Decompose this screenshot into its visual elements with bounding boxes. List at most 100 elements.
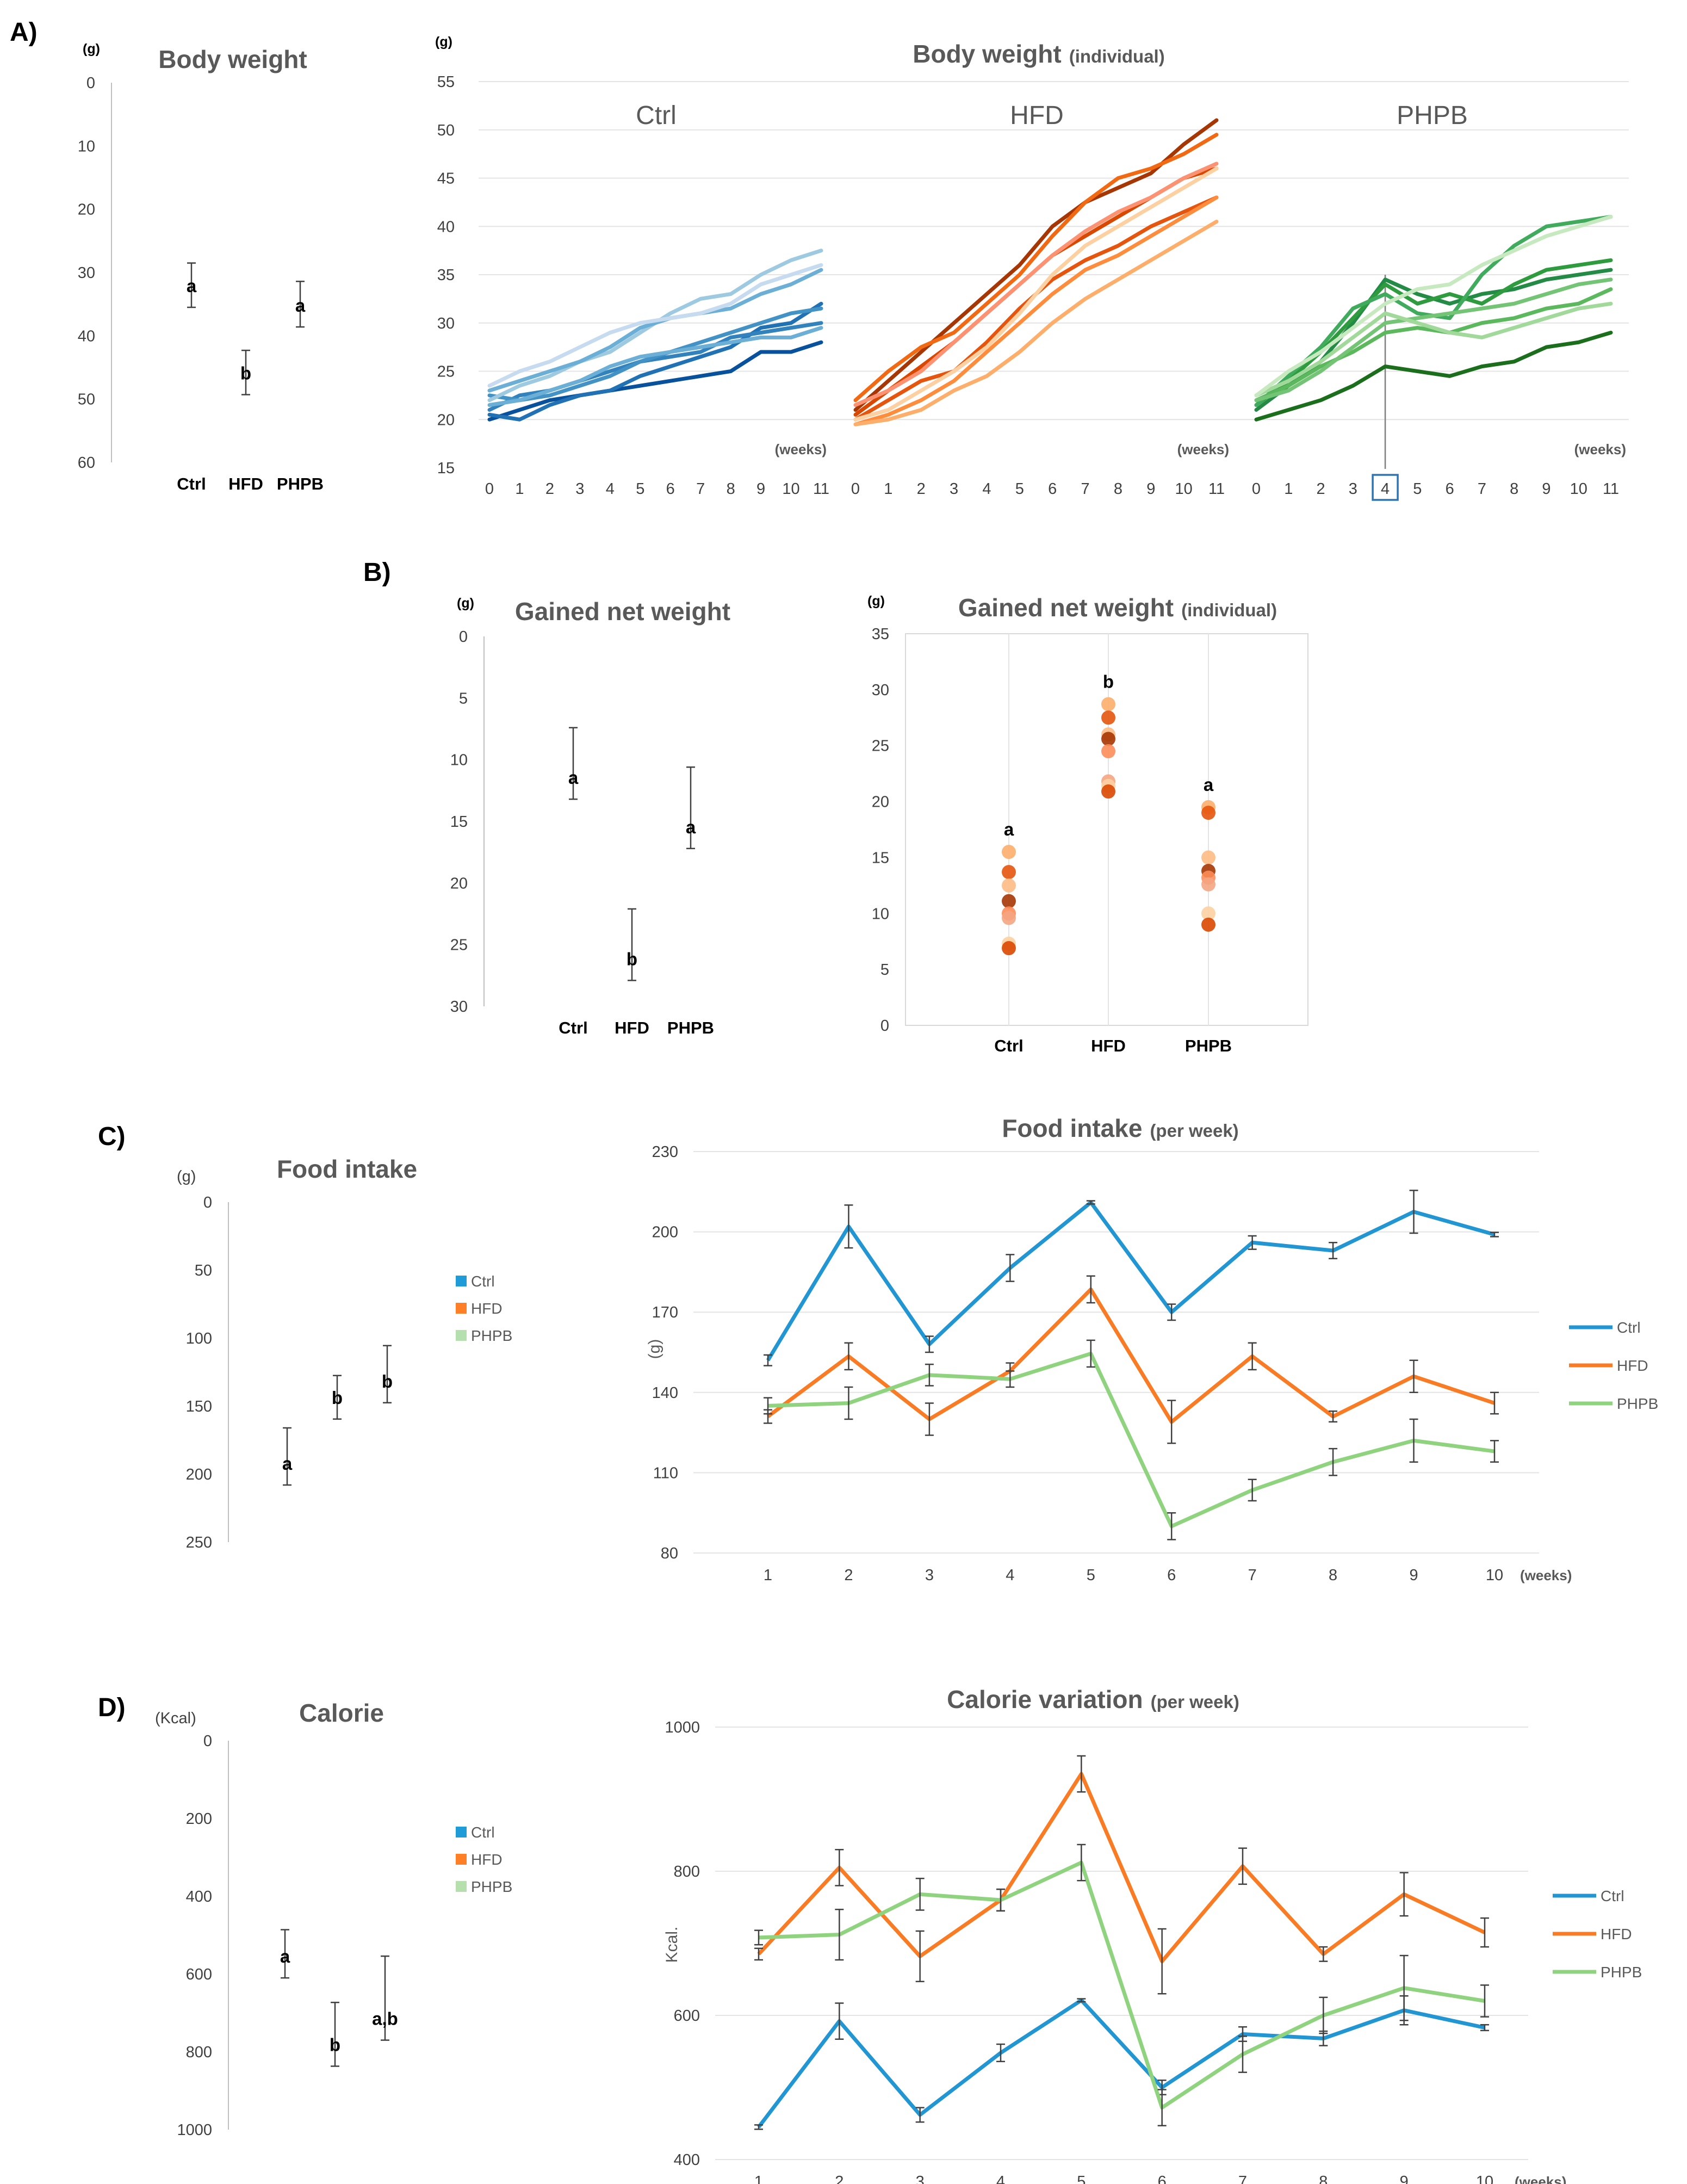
- y-tick-label: 40: [78, 327, 95, 345]
- y-tick-label: 15: [872, 849, 889, 867]
- legend-label-ctrl: Ctrl: [471, 1824, 495, 1841]
- data-point-phpb: [1201, 906, 1215, 921]
- x-tick-label: 10: [1570, 480, 1587, 498]
- panel-ctrl: Ctrl (weeks) 0 1 2 3 4 5 6 7 8 9 10 11: [485, 101, 829, 498]
- x-axis-label: (weeks): [1574, 441, 1626, 457]
- y-tick-label: 30: [78, 264, 95, 282]
- chart-title-suffix: (per week): [1151, 1692, 1239, 1712]
- y-tick-label: 45: [437, 170, 455, 188]
- x-tick-label: 4: [1381, 480, 1390, 498]
- data-point-phpb: [1201, 917, 1215, 932]
- legend-label-phpb: PHPB: [471, 1327, 512, 1344]
- x-tick-label: 8: [1319, 2173, 1328, 2184]
- x-tick-label: 7: [1478, 480, 1486, 498]
- significance-label: b: [240, 363, 251, 383]
- y-tick-label: 1000: [665, 1719, 700, 1736]
- y-unit-label: (g): [435, 34, 452, 50]
- chart-title: Body weight: [158, 45, 307, 73]
- y-tick-label: 0: [203, 1733, 212, 1750]
- x-tick-label: 2: [917, 480, 926, 498]
- x-tick-label: 8: [727, 480, 735, 498]
- panel-phpb: PHPB (weeks) 0 1 2 3 4 5 6 7 8 9 10 11: [1252, 101, 1626, 501]
- chart-title: Calorie: [299, 1699, 384, 1727]
- y-tick-label: 1000: [177, 2121, 212, 2139]
- y-tick-label: 20: [78, 201, 95, 219]
- series-line-ctrl: [757, 1998, 1485, 2129]
- bar-chart-B1: 0 5 10 15 20 25 30 (g) Gained net weight a Ctrl b HF…: [450, 596, 730, 1037]
- chart-title-main: Calorie: [299, 1699, 384, 1727]
- category-label-phpb: PHPB: [667, 1018, 714, 1037]
- y-tick-label: 10: [78, 138, 95, 155]
- chart-title: Food intake: [277, 1155, 417, 1183]
- legend-label-hfd: HFD: [1601, 1926, 1632, 1942]
- x-tick-label: 4: [996, 2173, 1005, 2184]
- y-tick-label: 100: [186, 1330, 212, 1347]
- series-line-ctrl-2: [487, 301, 823, 422]
- x-tick-label: 5: [1015, 480, 1024, 498]
- series-line-hfd: [757, 1772, 1486, 1964]
- y-tick-label: 140: [652, 1384, 678, 1402]
- legend-label-phpb: PHPB: [471, 1878, 512, 1895]
- y-tick-label: 20: [437, 411, 455, 429]
- x-tick-label: 3: [950, 480, 958, 498]
- x-tick-label: 3: [1349, 480, 1357, 498]
- y-unit-label: (g): [177, 1168, 196, 1185]
- significance-label: a: [282, 1453, 293, 1474]
- series-line-phpb-1: [1254, 331, 1613, 422]
- series-line-ctrl: [766, 1200, 1495, 1362]
- x-tick-label: 9: [1542, 480, 1550, 498]
- panel-label-d: D): [98, 1693, 126, 1722]
- series-line-phpb-5: [1254, 287, 1613, 403]
- chart-title-main: Food intake: [277, 1155, 417, 1183]
- y-tick-label: 0: [203, 1194, 212, 1211]
- legend-swatch-hfd: [456, 1303, 467, 1314]
- category-label-ctrl: Ctrl: [177, 474, 206, 493]
- y-tick-label: 25: [872, 738, 889, 755]
- y-tick-label: 250: [186, 1534, 212, 1551]
- y-tick-label: 10: [872, 905, 889, 923]
- bar-chart-A1: 0 10 20 30 40 50 60 (g) Body weight a Ctrl b HFD a PHP…: [78, 41, 324, 493]
- data-point-phpb: [1201, 850, 1215, 865]
- significance-label: a: [568, 768, 579, 788]
- x-tick-label: 7: [696, 480, 705, 498]
- x-axis-label: (weeks): [1177, 441, 1229, 457]
- data-point-phpb: [1201, 806, 1215, 820]
- chart-title-suffix: (per week): [1150, 1121, 1238, 1141]
- data-point-ctrl: [1002, 941, 1016, 956]
- significance-label: b: [627, 949, 637, 969]
- x-tick-label: 11: [1208, 480, 1225, 498]
- x-tick-label: 5: [1087, 1567, 1095, 1584]
- y-tick-label: 0: [880, 1017, 889, 1035]
- series-line-phpb-7: [1254, 301, 1613, 398]
- significance-label: a: [187, 276, 197, 296]
- scatter-chart-gained-net-weight-individual: 0 5 10 15 20 25 30 35 (g) Gained net weight (indiv…: [867, 593, 1308, 1055]
- y-tick-label: 200: [652, 1224, 678, 1241]
- series-line-phpb: [758, 1860, 1485, 2110]
- series-line-ctrl-8: [487, 263, 823, 388]
- chart-title: Gained net weight (individual): [958, 593, 1277, 622]
- y-tick-label: 5: [880, 961, 889, 979]
- chart-title-main: Body weight: [913, 40, 1061, 68]
- legend-swatch-ctrl: [456, 1827, 467, 1837]
- y-tick-label: 110: [653, 1464, 678, 1482]
- x-tick-label: 3: [916, 2173, 925, 2184]
- y-tick-label: 5: [459, 690, 468, 707]
- x-tick-label: 8: [1510, 480, 1518, 498]
- data-point-hfd: [1101, 697, 1115, 711]
- y-tick-label: 35: [872, 626, 889, 643]
- legend-swatch-ctrl: [456, 1276, 467, 1286]
- x-tick-label: 1: [754, 2173, 763, 2184]
- category-label-ctrl: Ctrl: [559, 1018, 587, 1037]
- x-tick-label: 1: [1284, 480, 1293, 498]
- panel-hfd: HFD (weeks) 0 1 2 3 4 5 6 7 8 9 10 11: [851, 101, 1229, 498]
- chart-title-main: Calorie variation: [947, 1685, 1143, 1713]
- x-tick-label: 10: [1175, 480, 1193, 498]
- x-tick-label: 5: [1413, 480, 1422, 498]
- category-label-ctrl: Ctrl: [994, 1036, 1023, 1055]
- x-tick-label: 4: [1006, 1567, 1014, 1584]
- significance-label: a: [295, 295, 306, 315]
- series-line-hfd-1: [853, 118, 1219, 412]
- y-tick-label: 50: [437, 122, 455, 139]
- y-axis-label: (g): [646, 1339, 663, 1359]
